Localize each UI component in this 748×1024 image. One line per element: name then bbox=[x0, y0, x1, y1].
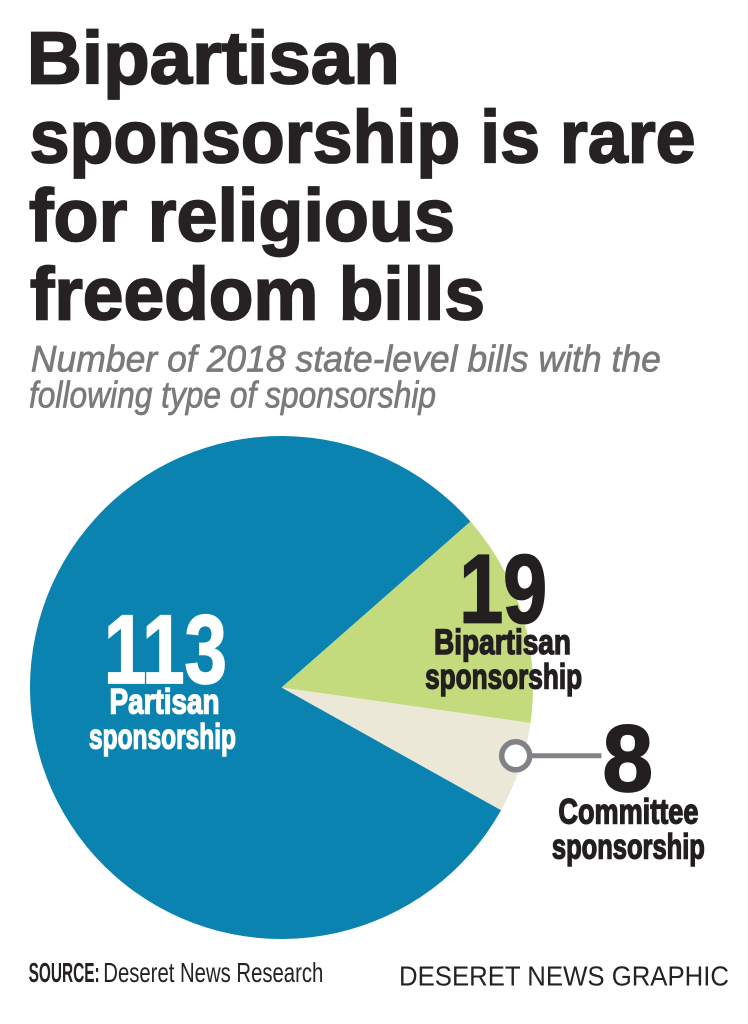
svg-text:8: 8 bbox=[603, 706, 654, 812]
svg-text:sponsorship is rare: sponsorship is rare bbox=[30, 96, 696, 179]
svg-text:sponsorship: sponsorship bbox=[89, 717, 236, 756]
svg-text:freedom bills: freedom bills bbox=[30, 253, 485, 336]
svg-text:SOURCE:: SOURCE: bbox=[29, 957, 100, 988]
svg-text:Partisan: Partisan bbox=[110, 683, 220, 722]
svg-text:Bipartisan: Bipartisan bbox=[434, 623, 571, 662]
svg-text:sponsorship: sponsorship bbox=[425, 657, 582, 696]
svg-text:sponsorship: sponsorship bbox=[552, 827, 705, 866]
svg-text:Committee: Committee bbox=[558, 793, 698, 832]
svg-text:for religious: for religious bbox=[29, 174, 455, 257]
svg-text:following type of sponsorship: following type of sponsorship bbox=[29, 374, 436, 416]
svg-text:113: 113 bbox=[104, 595, 227, 704]
svg-text:Bipartisan: Bipartisan bbox=[27, 16, 400, 99]
svg-text:DESERET NEWS GRAPHIC: DESERET NEWS GRAPHIC bbox=[399, 961, 729, 992]
svg-text:Number of 2018 state-level bil: Number of 2018 state-level bills with th… bbox=[31, 338, 661, 380]
svg-text:Deseret News Research: Deseret News Research bbox=[103, 957, 323, 988]
svg-text:19: 19 bbox=[459, 535, 547, 644]
